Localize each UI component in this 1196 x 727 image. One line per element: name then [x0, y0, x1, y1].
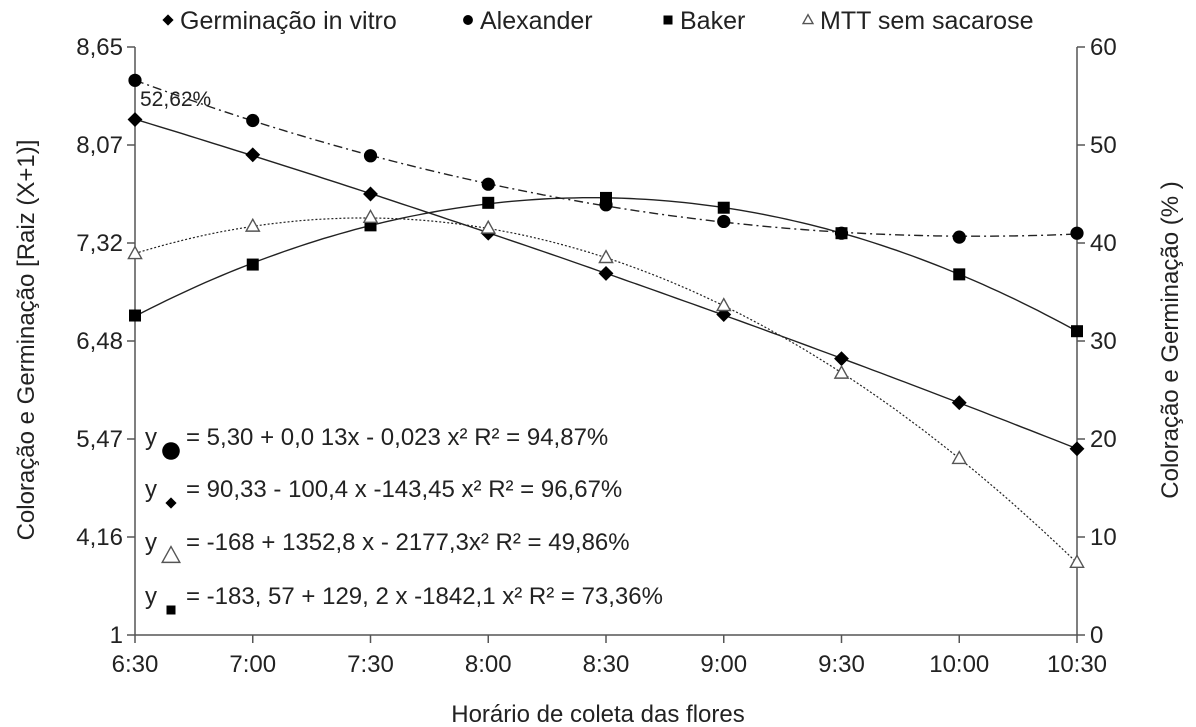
x-tick-label: 7:00 [229, 651, 276, 678]
data-point [245, 147, 261, 163]
legend: Germinação in vitro Alexander Baker MTT sem… [162, 7, 1033, 35]
data-point [951, 395, 967, 411]
legend-marker [162, 14, 174, 26]
series-line [134, 217, 1078, 564]
x-tick-label: 7:30 [347, 651, 394, 678]
x-tick-label: 9:00 [700, 651, 747, 678]
equations-group: y = 5,30 + 0,0 13x - 0,023 x² R² = 94,87%… [145, 424, 663, 615]
data-point [1070, 226, 1084, 240]
legend-entry: Alexander [480, 7, 593, 35]
data-point [600, 191, 612, 204]
equation-marker [162, 442, 180, 460]
data-point [717, 214, 731, 229]
y-right-tick-label: 10 [1090, 524, 1117, 551]
y-left-tick-label: 8,07 [76, 132, 123, 159]
equation-y-symbol: y [145, 476, 157, 503]
y-left-tick-label: 4,16 [76, 524, 123, 551]
data-point [362, 209, 379, 224]
data-point [482, 196, 495, 209]
x-axis-label: Horário de coleta das flores [451, 701, 744, 727]
y-left-tick-label: 7,32 [76, 230, 123, 257]
y-right-tick-label: 50 [1090, 132, 1117, 159]
y-right-tick-label: 40 [1090, 230, 1117, 257]
data-point [951, 450, 968, 465]
markers-group [127, 73, 1085, 568]
y-right-tick-label: 20 [1090, 426, 1117, 453]
y-left-tick-label: 6,48 [76, 328, 123, 355]
equation-text: = -168 + 1352,8 x - 2177,3x² R² = 49,86% [186, 529, 630, 556]
y-left-tick-label: 5,47 [76, 426, 123, 453]
data-point [129, 309, 141, 322]
series-line [134, 79, 1078, 237]
data-point [834, 351, 849, 367]
data-point [715, 297, 732, 312]
y-left-tick-label: 8,65 [76, 34, 123, 61]
x-tick-label: 10:00 [929, 651, 989, 678]
equation-text: = 90,33 - 100,4 x -143,45 x² R² = 96,67% [186, 476, 622, 503]
equation-y-symbol: y [145, 583, 157, 610]
data-point [246, 113, 260, 128]
x-tick-label: 8:00 [465, 651, 512, 678]
data-point [598, 249, 614, 264]
equation-marker [160, 545, 182, 564]
y-right-tick-label: 0 [1090, 622, 1103, 649]
series-line [134, 197, 1078, 332]
data-point [717, 201, 730, 214]
series-line [134, 118, 1078, 450]
data-point [952, 230, 966, 244]
legend-marker [463, 15, 473, 25]
data-point [1069, 441, 1085, 457]
data-point [363, 149, 378, 163]
legend-entry: Germinação in vitro [180, 7, 397, 35]
data-point [481, 177, 495, 191]
x-tick-label: 9:30 [818, 651, 865, 678]
y-axis-right-label: Coloração e Germinação (% ) [1157, 181, 1184, 498]
data-point [953, 268, 966, 281]
data-point [835, 227, 848, 240]
axes: 8,65 8,07 7,32 6,48 5,47 4,16 1 60 50 40 30 20 10 0 6:… [76, 34, 1116, 678]
equation-marker [165, 497, 177, 509]
legend-marker [663, 15, 673, 25]
y-axis-left-label: Coloração e Germinação [Raiz (X+1)] [13, 140, 40, 541]
data-point [127, 245, 143, 260]
data-point [128, 73, 142, 87]
x-tick-label: 8:30 [583, 651, 630, 678]
y-left-tick-label: 1 [110, 622, 123, 649]
data-point [127, 112, 143, 127]
data-point [1071, 325, 1083, 338]
y-right-tick-label: 30 [1090, 328, 1117, 355]
data-point [1069, 553, 1085, 568]
equation-y-symbol: y [145, 529, 157, 556]
x-tick-label: 10:30 [1047, 651, 1107, 678]
data-point [480, 219, 497, 234]
annotation-52-62: 52,62% [140, 88, 211, 111]
x-tick-label: 6:30 [112, 651, 159, 678]
data-point [246, 258, 259, 271]
legend-entry: MTT sem sacarose [820, 7, 1033, 35]
y-right-tick-label: 60 [1090, 34, 1117, 61]
equation-text: = -183, 57 + 129, 2 x -1842,1 x² R² = 73… [186, 583, 663, 610]
equation-marker [166, 605, 176, 615]
equation-y-symbol: y [145, 424, 157, 451]
data-point [598, 265, 614, 281]
equation-text: = 5,30 + 0,0 13x - 0,023 x² R² = 94,87% [186, 424, 608, 451]
legend-marker [801, 13, 815, 25]
data-point [833, 364, 850, 379]
data-point [244, 217, 261, 232]
legend-entry: Baker [680, 7, 745, 35]
data-point [363, 186, 378, 202]
